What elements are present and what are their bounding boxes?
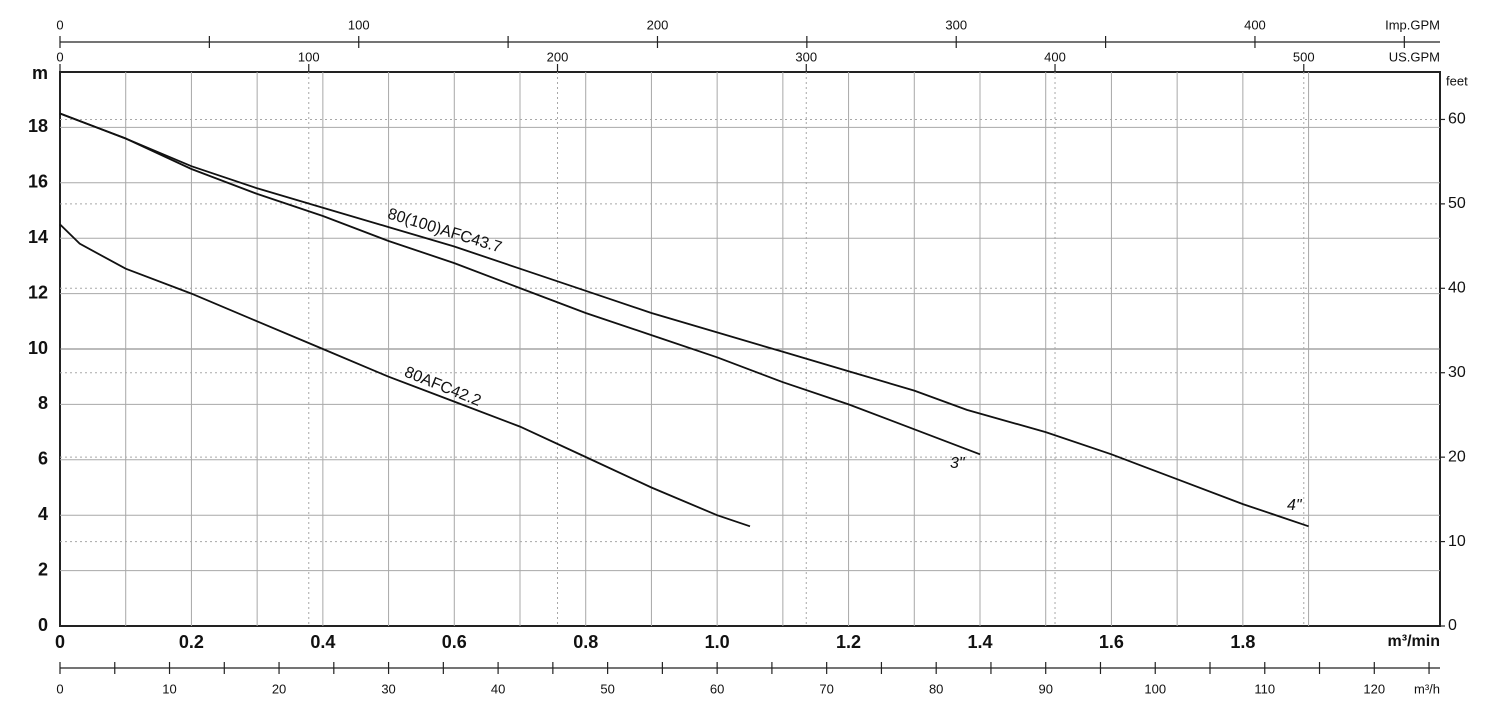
secondary-tick-label: 20	[272, 681, 286, 696]
x-tick-label: 1.2	[836, 632, 861, 652]
y-tick-label: 4	[38, 504, 48, 524]
secondary-axis-label: Imp.GPM	[1385, 17, 1440, 32]
y-tick-label: 10	[28, 338, 48, 358]
y2-tick-label: 10	[1448, 533, 1466, 550]
y-tick-label: 12	[28, 282, 48, 302]
y2-tick-label: 50	[1448, 195, 1466, 212]
secondary-tick-label: 110	[1254, 681, 1275, 696]
x-tick-label: 0.8	[573, 632, 598, 652]
x-tick-label: 1.8	[1230, 632, 1255, 652]
y-tick-label: 6	[38, 449, 48, 469]
y-tick-label: 0	[38, 615, 48, 635]
secondary-tick-label: 100	[1144, 681, 1166, 696]
y-tick-label: 18	[28, 116, 48, 136]
x-axis-label: m³/min	[1388, 633, 1440, 650]
secondary-tick-label: 300	[795, 49, 817, 64]
x-tick-label: 0.2	[179, 632, 204, 652]
series-label: 4"	[1287, 497, 1303, 514]
secondary-tick-label: 300	[945, 17, 967, 32]
secondary-tick-label: 30	[381, 681, 395, 696]
x-tick-label: 0	[55, 632, 65, 652]
y-tick-label: 16	[28, 172, 48, 192]
y2-tick-label: 20	[1448, 448, 1466, 465]
secondary-tick-label: 0	[56, 681, 63, 696]
secondary-tick-label: 0	[56, 49, 63, 64]
y2-tick-label: 60	[1448, 111, 1466, 128]
secondary-tick-label: 50	[600, 681, 614, 696]
x-tick-label: 1.6	[1099, 632, 1124, 652]
secondary-tick-label: 70	[819, 681, 833, 696]
y-tick-label: 14	[28, 227, 48, 247]
y2-axis-label: feet	[1446, 73, 1468, 88]
secondary-tick-label: 100	[348, 17, 370, 32]
y-axis-label: m	[32, 63, 48, 83]
secondary-tick-label: 0	[56, 17, 63, 32]
secondary-tick-label: 400	[1044, 49, 1066, 64]
y2-tick-label: 40	[1448, 280, 1466, 297]
secondary-tick-label: 10	[162, 681, 176, 696]
secondary-tick-label: 40	[491, 681, 505, 696]
secondary-tick-label: 80	[929, 681, 943, 696]
secondary-tick-label: 120	[1363, 681, 1385, 696]
secondary-tick-label: 200	[647, 17, 669, 32]
y2-tick-label: 0	[1448, 617, 1457, 634]
x-tick-label: 1.0	[705, 632, 730, 652]
curve	[59, 112, 981, 456]
secondary-tick-label: 100	[298, 49, 320, 64]
curve	[59, 112, 1309, 528]
x-tick-label: 0.6	[442, 632, 467, 652]
secondary-axis-label: m³/h	[1414, 681, 1440, 696]
secondary-tick-label: 90	[1038, 681, 1052, 696]
series-label: 3"	[950, 455, 966, 472]
secondary-axis-label: US.GPM	[1389, 49, 1440, 64]
x-tick-label: 1.4	[967, 632, 992, 652]
secondary-tick-label: 400	[1244, 17, 1266, 32]
secondary-tick-label: 200	[547, 49, 569, 64]
secondary-tick-label: 500	[1293, 49, 1315, 64]
y-tick-label: 8	[38, 393, 48, 413]
curve	[59, 223, 751, 528]
secondary-tick-label: 60	[710, 681, 724, 696]
y2-tick-label: 30	[1448, 364, 1466, 381]
x-tick-label: 0.4	[310, 632, 335, 652]
y-tick-label: 2	[38, 559, 48, 579]
